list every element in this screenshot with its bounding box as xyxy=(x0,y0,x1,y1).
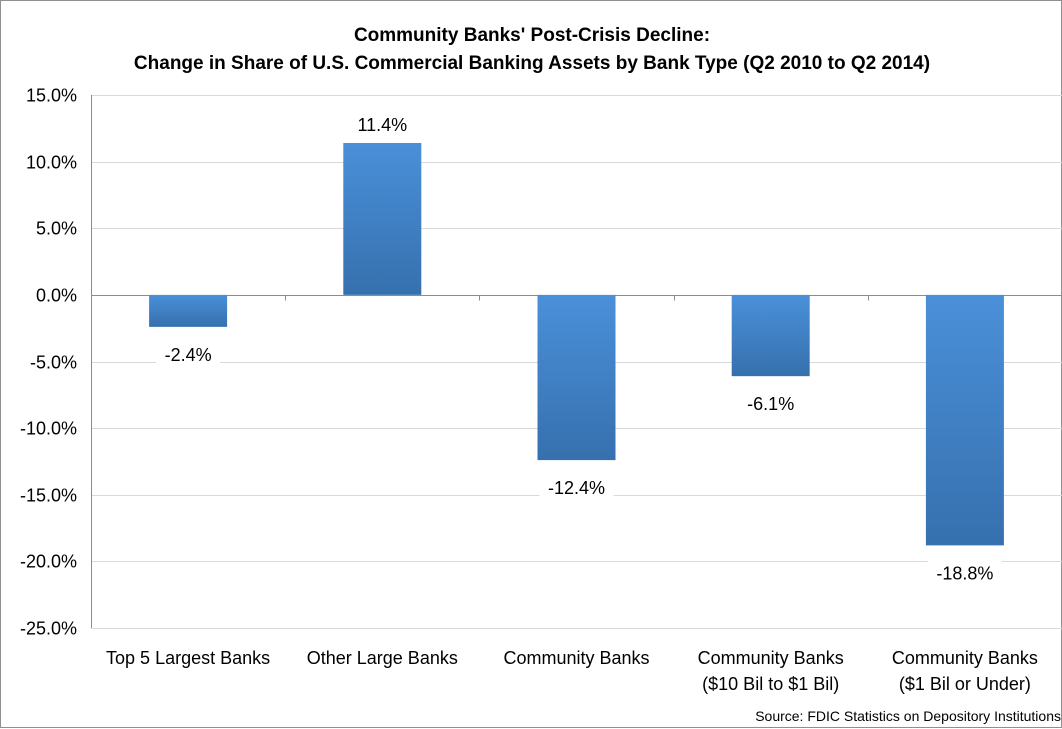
data-label-background xyxy=(738,391,803,418)
category-label: Community Banks xyxy=(892,648,1038,668)
category-label: ($10 Bil to $1 Bil) xyxy=(702,674,839,694)
bar xyxy=(343,142,422,295)
y-tick-label: -10.0% xyxy=(20,419,77,439)
chart-subtitle: Change in Share of U.S. Commercial Banki… xyxy=(134,53,930,74)
y-axis: 15.0% 10.0% 5.0% 0.0% -5.0% -10.0% -15.0% -20.0… xyxy=(20,86,1062,639)
data-label-background xyxy=(156,341,221,368)
y-tick-label: 10.0% xyxy=(26,153,77,173)
data-label-background xyxy=(350,111,415,138)
x-axis-labels: Top 5 Largest Banks Other Large Banks Comm… xyxy=(106,648,1038,694)
y-tick-label: 15.0% xyxy=(26,86,77,106)
bar xyxy=(925,294,1004,546)
source-note: Source: FDIC Statistics on Depository In… xyxy=(755,708,1061,724)
data-label: -2.4% xyxy=(165,345,212,365)
category-label: Community Banks xyxy=(698,648,844,668)
y-tick-label: -15.0% xyxy=(20,486,77,506)
y-tick-label: -20.0% xyxy=(20,552,77,572)
bar xyxy=(731,294,810,377)
category-label: Top 5 Largest Banks xyxy=(106,648,270,668)
bars xyxy=(149,142,1004,546)
category-label: Community Banks xyxy=(503,648,649,668)
y-tick-label: -25.0% xyxy=(20,619,77,639)
data-label-background xyxy=(539,475,614,502)
data-label: 11.4% xyxy=(357,115,407,135)
bar xyxy=(537,294,616,461)
chart-title: Community Banks' Post-Crisis Decline: xyxy=(354,25,710,46)
category-label: ($1 Bil or Under) xyxy=(899,674,1031,694)
data-label: -18.8% xyxy=(936,563,993,583)
data-label: -12.4% xyxy=(548,478,605,498)
bar xyxy=(149,294,228,327)
data-labels: -2.4% 11.4% -12.4% -6.1% -18.8% xyxy=(156,111,1002,587)
y-tick-label: -5.0% xyxy=(30,353,77,373)
y-tick-label: 0.0% xyxy=(36,286,77,306)
data-label: -6.1% xyxy=(747,394,794,414)
category-label: Other Large Banks xyxy=(307,648,458,668)
y-tick-label: 5.0% xyxy=(36,219,77,239)
data-label-background xyxy=(927,560,1002,587)
